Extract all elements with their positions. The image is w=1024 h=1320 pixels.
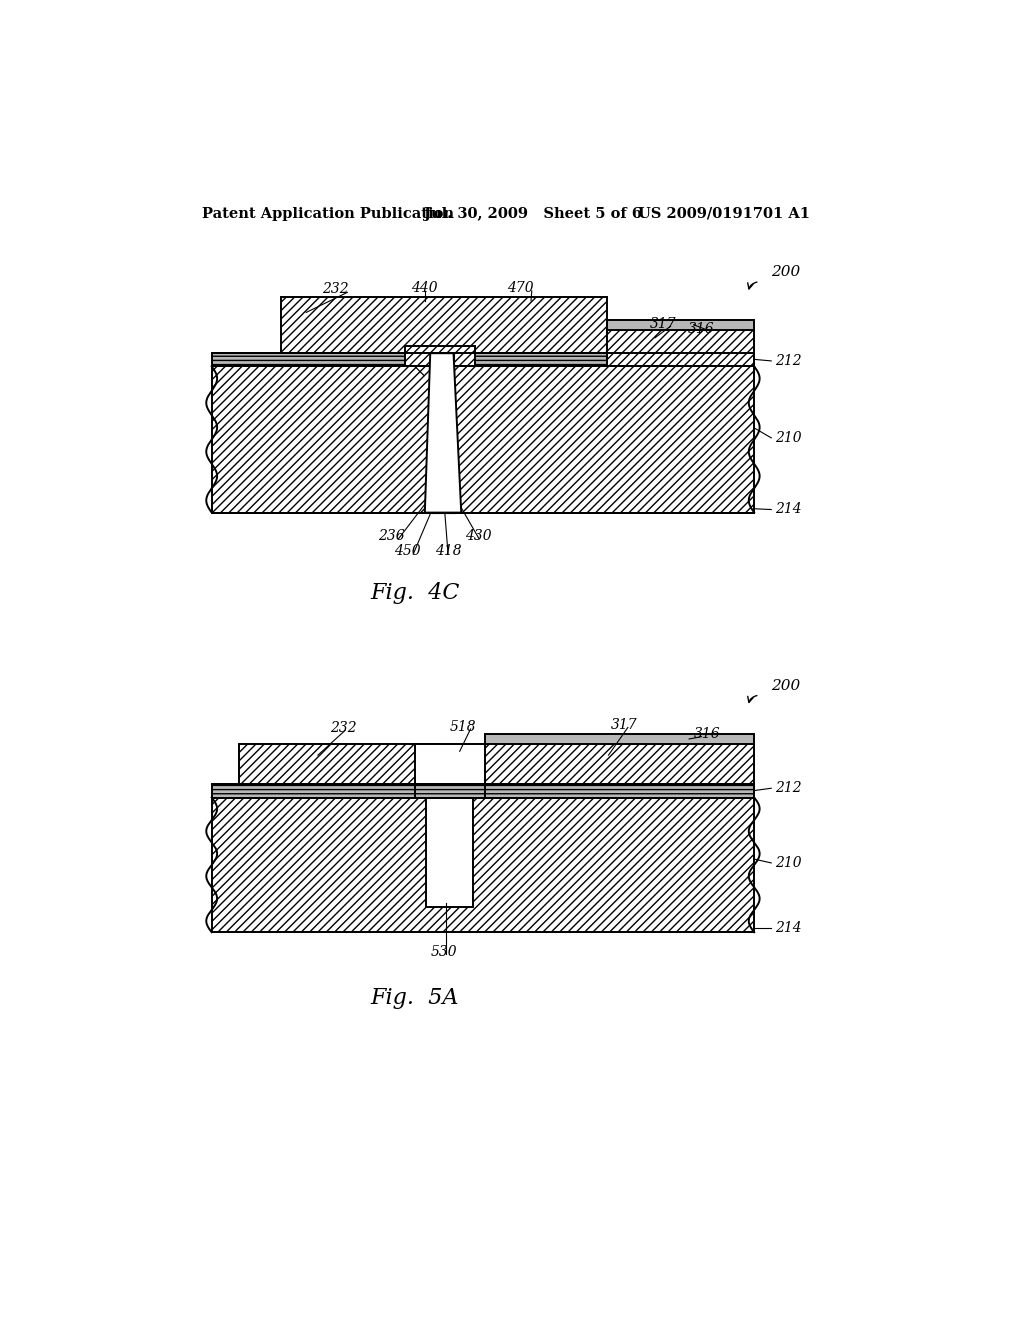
Text: 530: 530	[431, 945, 458, 958]
Text: 316: 316	[688, 322, 715, 335]
Text: 210: 210	[775, 855, 802, 870]
Text: US 2009/0191701 A1: US 2009/0191701 A1	[638, 207, 810, 220]
Bar	[415, 784, 484, 797]
Bar	[607, 330, 755, 367]
Bar	[484, 743, 755, 784]
Text: 470: 470	[507, 281, 534, 294]
Text: 214: 214	[775, 921, 802, 936]
Text: 232: 232	[323, 282, 349, 296]
Bar	[432, 354, 454, 512]
Text: 418: 418	[435, 544, 462, 558]
Text: 212: 212	[775, 354, 802, 368]
Bar	[282, 297, 607, 354]
Bar	[239, 743, 440, 784]
Text: 316: 316	[693, 727, 720, 742]
Text: 212: 212	[775, 781, 802, 795]
Bar	[607, 330, 755, 367]
Bar	[212, 367, 755, 512]
Bar	[212, 354, 755, 367]
Bar	[212, 784, 755, 797]
Bar	[432, 354, 454, 512]
Text: 518: 518	[450, 719, 476, 734]
Bar	[212, 784, 755, 797]
Text: 430: 430	[465, 529, 492, 543]
Bar	[406, 346, 475, 367]
Text: 200: 200	[771, 678, 801, 693]
Bar	[426, 784, 473, 907]
Text: Fig.  4C: Fig. 4C	[370, 582, 460, 605]
Bar	[607, 321, 755, 330]
Bar	[212, 367, 755, 512]
Text: 214: 214	[775, 502, 802, 516]
Text: Patent Application Publication: Patent Application Publication	[202, 207, 454, 220]
Text: 210: 210	[775, 430, 802, 445]
Bar	[282, 297, 607, 354]
Bar	[484, 734, 755, 743]
Bar	[415, 743, 484, 784]
Text: 450: 450	[393, 544, 420, 558]
Text: Jul. 30, 2009   Sheet 5 of 6: Jul. 30, 2009 Sheet 5 of 6	[424, 207, 642, 220]
Bar	[484, 743, 755, 784]
Text: 200: 200	[771, 265, 801, 280]
Text: Fig.  5A: Fig. 5A	[371, 987, 459, 1008]
Text: 440: 440	[412, 281, 438, 294]
Bar	[406, 346, 475, 367]
Bar	[212, 797, 755, 932]
Text: 317: 317	[610, 718, 637, 733]
Text: 236: 236	[378, 529, 404, 543]
Bar	[212, 797, 755, 932]
Text: 317: 317	[649, 317, 676, 331]
Bar	[239, 743, 440, 784]
Bar	[415, 784, 484, 797]
Polygon shape	[425, 354, 461, 512]
Bar	[212, 354, 755, 367]
Text: 232: 232	[330, 721, 356, 735]
